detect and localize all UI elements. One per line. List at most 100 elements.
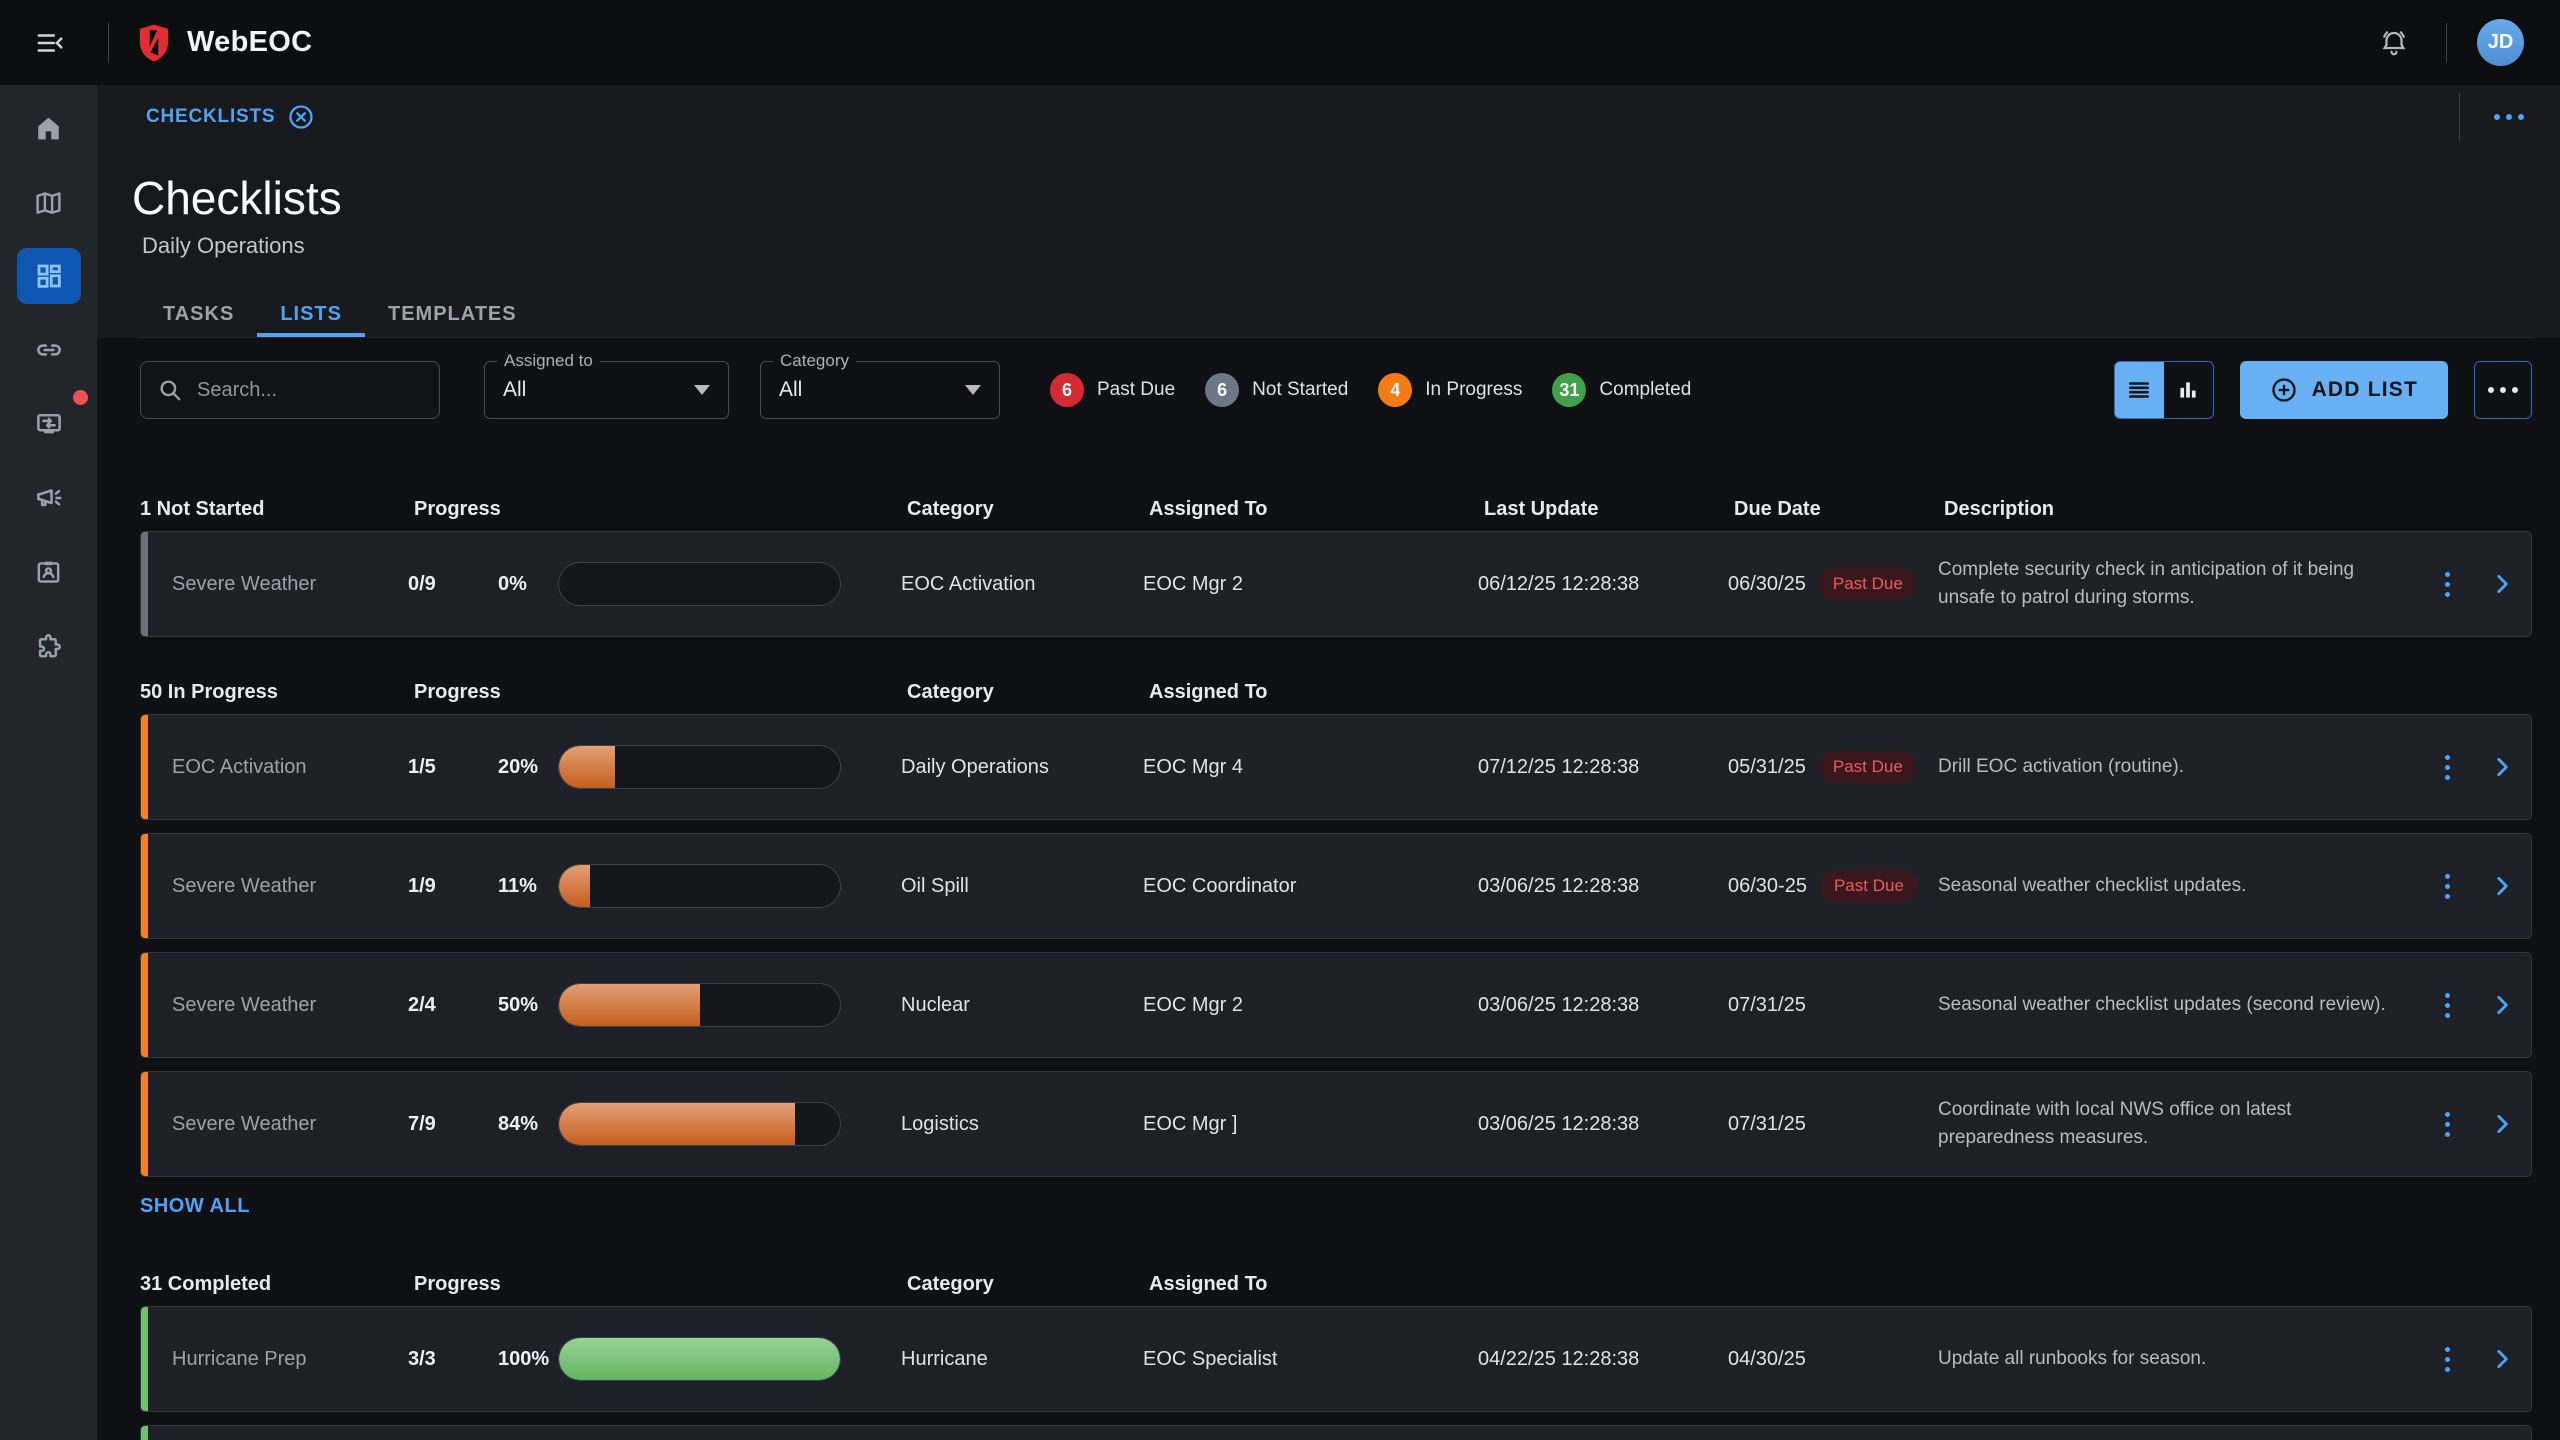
- assigned-to-select[interactable]: Assigned to All: [484, 361, 729, 419]
- add-list-button[interactable]: ADD LIST: [2240, 361, 2448, 419]
- due-date-value: 07/31/25: [1728, 1113, 1806, 1136]
- show-all-link[interactable]: SHOW ALL: [140, 1195, 250, 1218]
- breadcrumb[interactable]: CHECKLISTS: [146, 103, 315, 131]
- progress-percent: 0%: [498, 573, 558, 596]
- tab-templates[interactable]: TEMPLATES: [365, 295, 540, 337]
- checklist-row[interactable]: Severe Weather 2/4 50% Nuclear EOC Mgr 2…: [140, 952, 2532, 1058]
- checklist-row[interactable]: EOC Activation 1/5 20% Daily Operations …: [140, 714, 2532, 820]
- checklist-row-partial[interactable]: [140, 1425, 2532, 1440]
- status-legend-item: 6 Past Due: [1050, 373, 1175, 407]
- progress-bar-fill: [559, 865, 590, 907]
- open-row-chevron-icon[interactable]: [2473, 992, 2531, 1018]
- checklist-row[interactable]: Hurricane Prep 3/3 100% Hurricane EOC Sp…: [140, 1306, 2532, 1412]
- open-row-chevron-icon[interactable]: [2473, 1111, 2531, 1137]
- category-cell: EOC Activation: [901, 573, 1143, 596]
- progress-bar: [558, 1337, 841, 1381]
- list-view-button[interactable]: [2115, 362, 2164, 418]
- column-header-category: Category: [907, 1273, 1149, 1296]
- chevron-down-icon: [965, 385, 981, 395]
- progress-bar-track: [558, 864, 841, 908]
- status-count-badge: 4: [1378, 373, 1412, 407]
- category-cell: Nuclear: [901, 994, 1143, 1017]
- boards-icon: [17, 396, 81, 452]
- sidebar-collapse-icon[interactable]: [28, 21, 72, 65]
- app-name: WebEOC: [187, 26, 312, 59]
- column-header-due-date: Due Date: [1734, 498, 1944, 521]
- progress-bar-fill: [559, 746, 615, 788]
- kebab-menu-icon[interactable]: [2437, 747, 2458, 788]
- section-header: 31 Completed Progress Category Assigned …: [140, 1273, 2532, 1296]
- divider: [2459, 93, 2460, 141]
- kebab-menu-icon[interactable]: [2437, 1104, 2458, 1145]
- open-row-chevron-icon[interactable]: [2473, 873, 2531, 899]
- open-row-chevron-icon[interactable]: [2473, 571, 2531, 597]
- progress-bar-fill: [559, 1338, 840, 1380]
- topbar-right: JD: [2372, 19, 2524, 66]
- open-row-chevron-icon[interactable]: [2473, 754, 2531, 780]
- app-logo[interactable]: WebEOC: [137, 23, 312, 63]
- status-accent-bar: [141, 1426, 148, 1440]
- assigned-to-cell: EOC Mgr 4: [1143, 756, 1478, 779]
- tab-tasks[interactable]: TASKS: [140, 295, 257, 337]
- checklist-section: 31 Completed Progress Category Assigned …: [140, 1273, 2532, 1440]
- search-box[interactable]: [140, 361, 440, 419]
- sidebar-item-links[interactable]: [0, 313, 97, 387]
- due-date-cell: 06/30/25 Past Due: [1728, 568, 1938, 600]
- breadcrumb-actions: [2459, 93, 2532, 141]
- search-input[interactable]: [197, 379, 462, 402]
- checklist-name: Hurricane Prep: [141, 1348, 408, 1371]
- assigned-to-value: All: [503, 378, 526, 402]
- status-count-badge: 6: [1050, 373, 1084, 407]
- sidebar-item-boards[interactable]: [0, 387, 97, 461]
- progress-percent: 50%: [498, 994, 558, 1017]
- checklist-row[interactable]: Severe Weather 0/9 0% EOC Activation EOC…: [140, 531, 2532, 637]
- notification-dot: [73, 390, 88, 405]
- tab-lists[interactable]: LISTS: [257, 295, 365, 337]
- progress-percent: 20%: [498, 756, 558, 779]
- progress-bar-track: [558, 983, 841, 1027]
- breadcrumb-close-icon[interactable]: [287, 103, 315, 131]
- status-legend-item: 4 In Progress: [1378, 373, 1522, 407]
- status-legend-item: 31 Completed: [1552, 373, 1691, 407]
- sidebar-item-plugins[interactable]: [0, 609, 97, 683]
- last-update-cell: 04/22/25 12:28:38: [1478, 1348, 1728, 1371]
- breadcrumb-row: CHECKLISTS: [140, 85, 2532, 149]
- more-options-icon[interactable]: [2486, 104, 2532, 130]
- notifications-bell-icon[interactable]: [2372, 21, 2416, 65]
- section-header: 1 Not Started Progress Category Assigned…: [140, 498, 2532, 521]
- category-cell: Hurricane: [901, 1348, 1143, 1371]
- column-header-assigned-to: Assigned To: [1149, 1273, 1484, 1296]
- category-select[interactable]: Category All: [760, 361, 1000, 419]
- last-update-cell: 03/06/25 12:28:38: [1478, 875, 1728, 898]
- checklist-name: Severe Weather: [141, 875, 408, 898]
- kebab-menu-icon[interactable]: [2437, 564, 2458, 605]
- row-menu: [2421, 564, 2473, 605]
- due-date-value: 06/30/25: [1728, 573, 1806, 596]
- sidebar-item-dashboard[interactable]: [0, 239, 97, 313]
- more-actions-button[interactable]: [2474, 361, 2532, 419]
- chart-view-button[interactable]: [2164, 362, 2213, 418]
- assigned-to-cell: EOC Specialist: [1143, 1348, 1478, 1371]
- kebab-menu-icon[interactable]: [2437, 985, 2458, 1026]
- due-date-cell: 06/30-25 Past Due: [1728, 870, 1938, 902]
- row-menu: [2421, 1339, 2473, 1380]
- plus-circle-icon: [2270, 376, 2298, 404]
- progress-bar: [558, 562, 841, 606]
- checklist-row[interactable]: Severe Weather 7/9 84% Logistics EOC Mgr…: [140, 1071, 2532, 1177]
- column-header-description: Description: [1944, 498, 2532, 521]
- kebab-menu-icon[interactable]: [2437, 1339, 2458, 1380]
- sidebar-item-home[interactable]: [0, 91, 97, 165]
- last-update-cell: 07/12/25 12:28:38: [1478, 756, 1728, 779]
- section-rows: Hurricane Prep 3/3 100% Hurricane EOC Sp…: [140, 1306, 2532, 1440]
- sidebar-item-map[interactable]: [0, 165, 97, 239]
- open-row-chevron-icon[interactable]: [2473, 1346, 2531, 1372]
- checklist-row[interactable]: Severe Weather 1/9 11% Oil Spill EOC Coo…: [140, 833, 2532, 939]
- sidebar-item-contacts[interactable]: [0, 535, 97, 609]
- chevron-down-icon: [694, 385, 710, 395]
- progress-percent: 84%: [498, 1113, 558, 1136]
- sidebar-item-announcements[interactable]: [0, 461, 97, 535]
- user-avatar[interactable]: JD: [2477, 19, 2524, 66]
- task-count: 2/4: [408, 994, 498, 1017]
- description-cell: Complete security check in anticipation …: [1938, 556, 2421, 613]
- kebab-menu-icon[interactable]: [2437, 866, 2458, 907]
